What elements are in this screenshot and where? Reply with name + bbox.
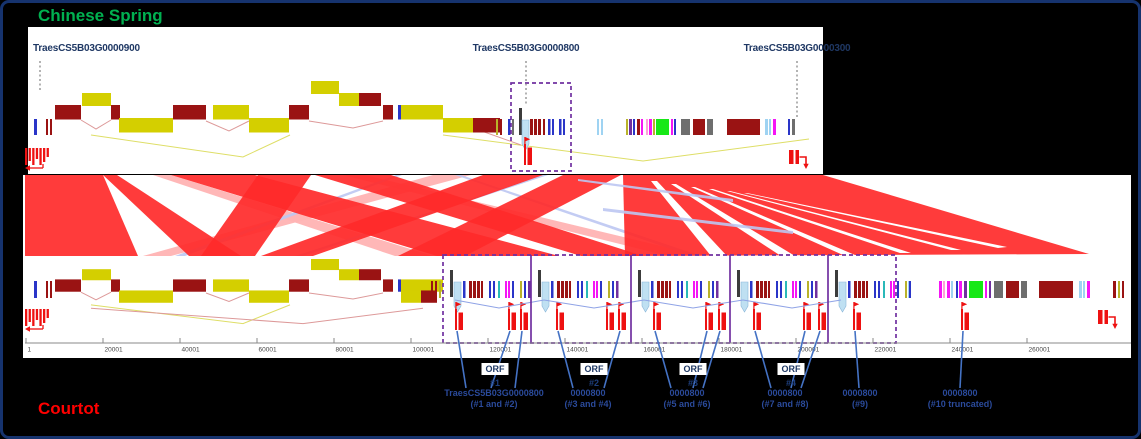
orf-number: #3 xyxy=(687,378,698,388)
orf-chip-label: ORF xyxy=(580,363,608,375)
gene-copy-label-orfs: (#1 and #2) xyxy=(470,399,518,409)
axis-tick-label: 120001 xyxy=(490,347,512,354)
gene-label: TraesCS5B03G0000900 xyxy=(33,43,140,54)
orf-chip-label: ORF xyxy=(481,363,509,375)
gene-copy-label: 0000800 (#5 and #6) xyxy=(663,388,710,410)
orf-number: #4 xyxy=(785,378,796,388)
highlight-boxes xyxy=(442,82,897,344)
axis-tick-label: 40001 xyxy=(182,347,200,354)
gene-label: TraesCS5B03G0000800 xyxy=(472,43,580,54)
label-guides xyxy=(39,61,798,117)
gene-copy-label-orfs: (#3 and #4) xyxy=(564,399,612,409)
bottom-gene-track xyxy=(25,259,1124,332)
unit-connectors xyxy=(454,299,842,309)
top-gene-track xyxy=(25,81,810,171)
orf-tag: ORF #1 xyxy=(481,359,509,388)
axis-tick-label: 180001 xyxy=(721,347,743,354)
gene-copy-label: 0000800 (#3 and #4) xyxy=(564,388,611,410)
axis-tick-label: 20001 xyxy=(105,347,123,354)
orf-chip-label: ORF xyxy=(679,363,707,375)
gene-copy-label: 0000800 (#7 and #8) xyxy=(761,388,808,410)
gene-copy-label-orfs: (#9) xyxy=(851,399,869,409)
axis-tick-label: 220001 xyxy=(875,347,897,354)
gene-copy-label: 0000800 (#10 truncated) xyxy=(928,388,993,410)
orf-number: #1 xyxy=(489,378,500,388)
gene-copy-label-orfs: (#10 truncated) xyxy=(927,399,993,409)
gene-copy-label-orfs: (#5 and #6) xyxy=(663,399,711,409)
axis-tick-label: 100001 xyxy=(413,347,435,354)
axis-tick-label: 80001 xyxy=(336,347,354,354)
orf-tag: ORF #3 xyxy=(679,359,707,388)
axis-tick-label: 1 xyxy=(28,347,32,354)
bottom-genome-panel xyxy=(23,175,1131,358)
axis-tick-label: 200001 xyxy=(798,347,820,354)
coordinate-axis: 1 20001 40001 60001 80001 100001 120001 140001 1… xyxy=(25,338,1131,354)
gene-copy-label: 0000800 (#9) xyxy=(842,388,877,410)
alignment-ribbons xyxy=(25,175,1089,256)
gene-copy-label-id: 0000800 xyxy=(570,388,606,398)
gene-copy-label: TraesCS5B03G0000800 (#1 and #2) xyxy=(444,388,544,410)
bottom-genome-title: Courtot xyxy=(38,399,100,418)
gene-copy-label-id: 0000800 xyxy=(767,388,803,398)
gene-copy-label-orfs: (#7 and #8) xyxy=(761,399,809,409)
orf-tag: ORF #4 xyxy=(777,359,805,388)
axis-tick-label: 140001 xyxy=(567,347,589,354)
gene-copy-label-id: TraesCS5B03G0000800 xyxy=(444,388,544,398)
axis-tick-label: 60001 xyxy=(259,347,277,354)
orf-number: #2 xyxy=(588,378,599,388)
gene-copy-label-id: 0000800 xyxy=(942,388,978,398)
orf-tag: ORF #2 xyxy=(580,359,608,388)
top-genome-panel xyxy=(28,27,823,174)
axis-tick-label: 260001 xyxy=(1029,347,1051,354)
label-connectors xyxy=(456,330,964,389)
top-genome-title: Chinese Spring xyxy=(38,6,163,25)
synteny-figure: 1 20001 40001 60001 80001 100001 120001 140001 1… xyxy=(25,61,1131,389)
gene-copy-label-id: 0000800 xyxy=(842,388,878,398)
axis-tick-label: 160001 xyxy=(644,347,666,354)
orf-chip-label: ORF xyxy=(777,363,805,375)
gene-label: TraesCS5B03G0000300 xyxy=(743,43,851,54)
gene-copy-label-id: 0000800 xyxy=(669,388,705,398)
